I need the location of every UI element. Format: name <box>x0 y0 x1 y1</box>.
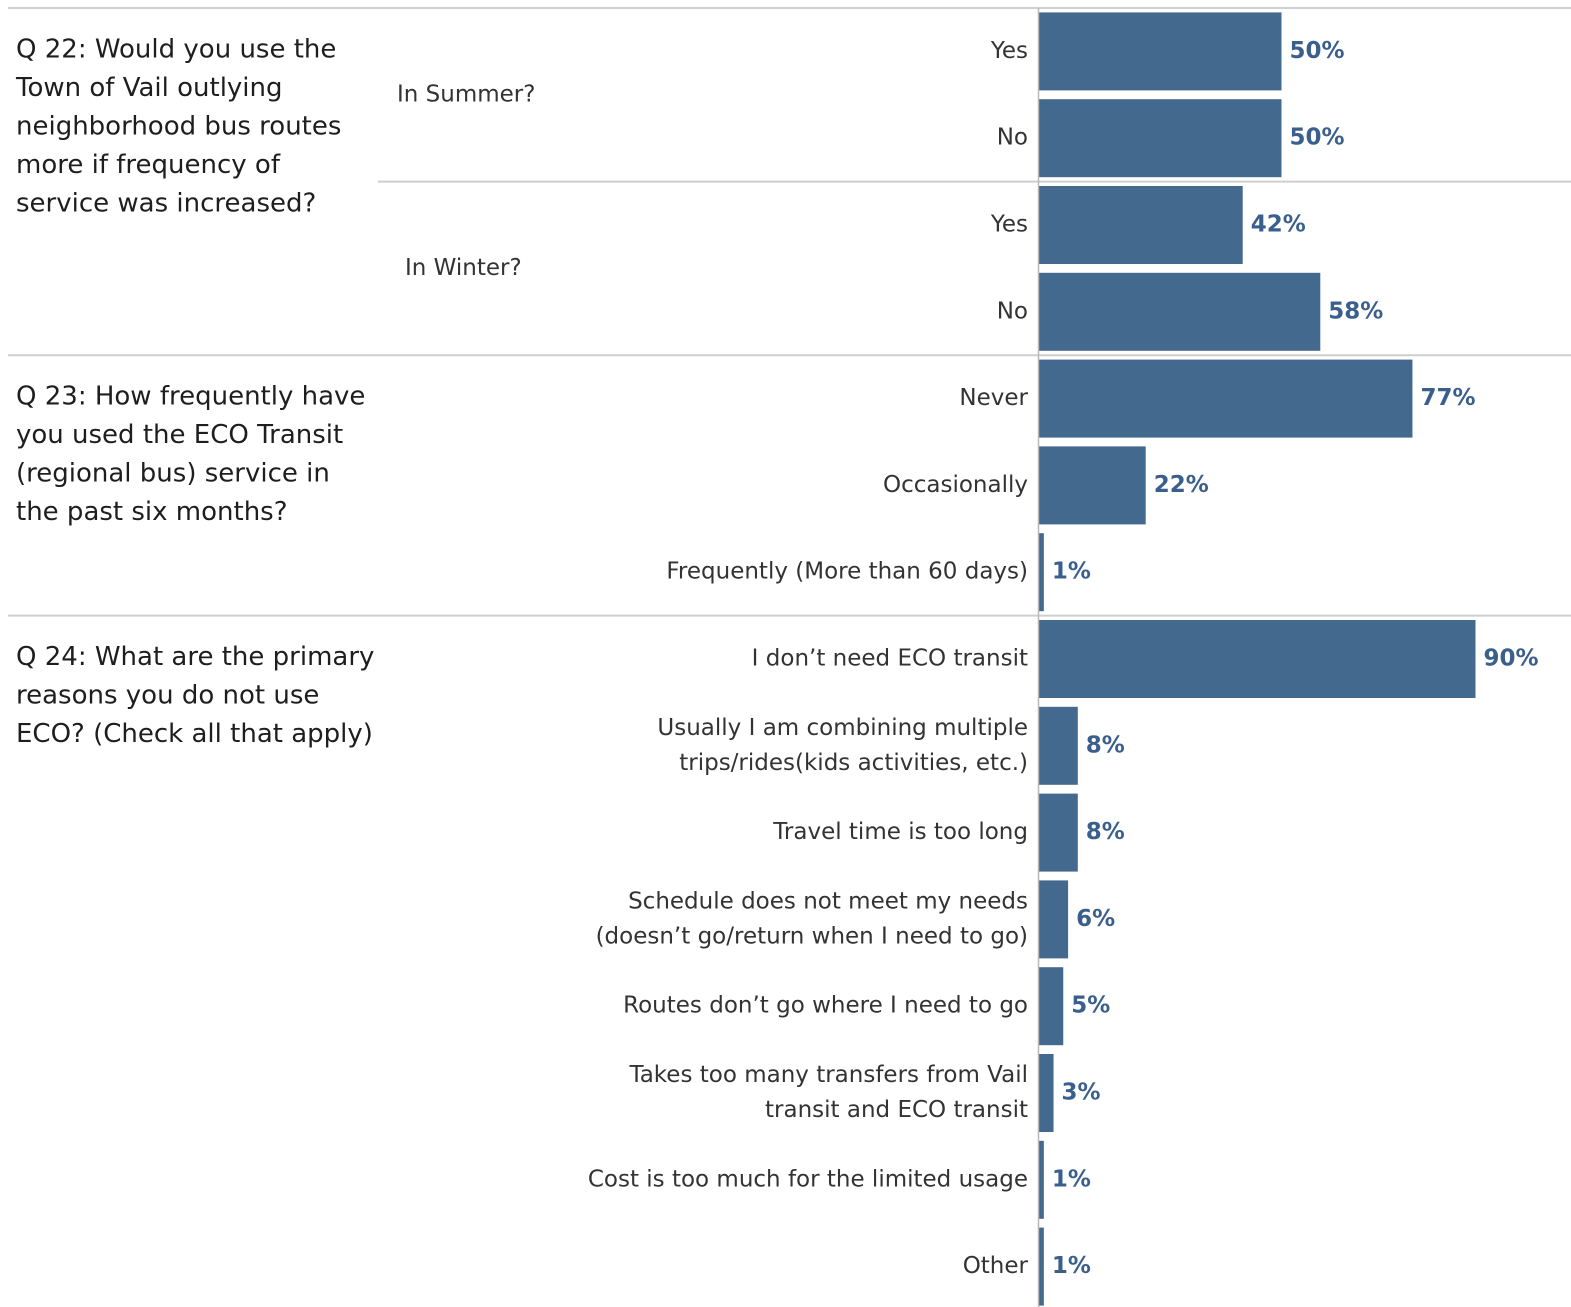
bar <box>1039 620 1476 698</box>
bar <box>1039 99 1282 178</box>
bar <box>1039 533 1044 612</box>
value-label: 77% <box>1420 385 1475 411</box>
bar <box>1039 272 1321 351</box>
bar <box>1039 1054 1054 1132</box>
category-label: No <box>997 298 1028 324</box>
question-text: more if frequency of <box>16 150 281 180</box>
category-label: Schedule does not meet my needs <box>628 888 1028 914</box>
category-label: transit and ECO transit <box>765 1097 1028 1123</box>
value-label: 50% <box>1290 125 1345 151</box>
subgroup-label: In Winter? <box>405 255 522 281</box>
bar <box>1039 880 1069 959</box>
question-text: Q 22: Would you use the <box>16 35 336 65</box>
question-text: Town of Vail outlying <box>15 73 283 103</box>
question-text: service was increased? <box>16 189 316 219</box>
category-label: Cost is too much for the limited usage <box>588 1166 1028 1192</box>
question-text: (regional bus) service in <box>16 459 330 489</box>
question-text: the past six months? <box>16 497 288 527</box>
value-label: 1% <box>1052 1253 1091 1279</box>
bar <box>1039 967 1064 1046</box>
category-label: No <box>997 125 1028 151</box>
question-text: Q 23: How frequently have <box>16 382 365 412</box>
category-label: (doesn’t go/return when I need to go) <box>596 923 1028 949</box>
value-label: 3% <box>1062 1080 1101 1106</box>
bar <box>1039 12 1282 91</box>
value-label: 22% <box>1154 472 1209 498</box>
bar <box>1039 359 1413 438</box>
bar <box>1039 793 1078 872</box>
category-label: Occasionally <box>883 472 1028 498</box>
value-label: 1% <box>1052 1166 1091 1192</box>
value-label: 6% <box>1076 906 1115 932</box>
category-label: Frequently (More than 60 days) <box>666 559 1028 585</box>
question-text: you used the ECO Transit <box>16 420 343 450</box>
value-label: 8% <box>1086 819 1125 845</box>
value-label: 58% <box>1328 298 1383 324</box>
bar <box>1039 1140 1044 1219</box>
value-label: 90% <box>1484 646 1539 672</box>
value-label: 8% <box>1086 732 1125 758</box>
value-label: 1% <box>1052 559 1091 585</box>
category-label: Yes <box>990 38 1028 64</box>
category-label: I don’t need ECO transit <box>752 646 1028 672</box>
bar <box>1039 446 1146 525</box>
category-label: Never <box>959 385 1028 411</box>
subgroup-label: In Summer? <box>397 81 535 107</box>
value-label: 50% <box>1290 38 1345 64</box>
bar <box>1039 706 1078 785</box>
question-text: Q 24: What are the primary <box>16 642 374 672</box>
category-label: trips/rides(kids activities, etc.) <box>679 750 1028 776</box>
category-label: Usually I am combining multiple <box>657 715 1028 741</box>
bar <box>1039 186 1243 264</box>
category-label: Takes too many transfers from Vail <box>628 1062 1028 1088</box>
question-text: reasons you do not use <box>16 681 319 711</box>
bar <box>1039 1227 1044 1306</box>
value-label: 5% <box>1071 993 1110 1019</box>
category-label: Other <box>963 1253 1029 1279</box>
category-label: Travel time is too long <box>772 819 1028 845</box>
value-label: 42% <box>1251 212 1306 238</box>
question-text: ECO? (Check all that apply) <box>16 719 373 749</box>
category-label: Yes <box>990 212 1028 238</box>
question-text: neighborhood bus routes <box>16 112 341 142</box>
category-label: Routes don’t go where I need to go <box>623 993 1028 1019</box>
